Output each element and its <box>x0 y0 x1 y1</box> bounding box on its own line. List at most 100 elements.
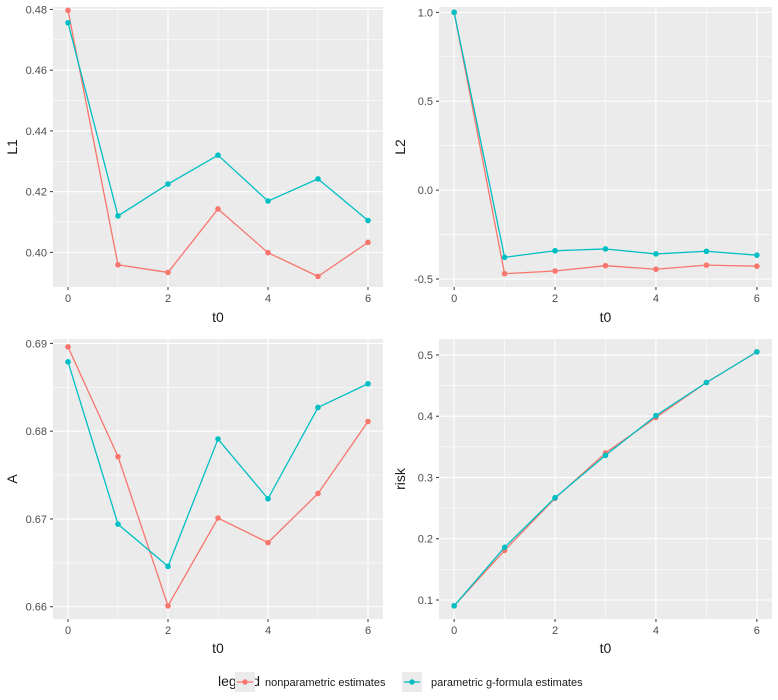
x-tick-label: 2 <box>552 625 558 637</box>
data-point-nonparametric <box>65 7 71 14</box>
x-tick-label: 0 <box>451 293 457 305</box>
y-tick-label: 0.42 <box>26 187 47 199</box>
data-point-nonparametric <box>115 453 121 460</box>
data-point-parametric <box>215 436 221 442</box>
y-tick-label: 0.67 <box>26 514 47 526</box>
x-axis-title: t0 <box>212 309 224 325</box>
data-point-parametric <box>65 19 71 26</box>
data-point-parametric <box>451 9 457 16</box>
y-axis-title: A <box>4 474 20 484</box>
y-tick-label: 0.2 <box>418 534 433 546</box>
x-axis-title: t0 <box>600 309 612 325</box>
x-tick-label: 2 <box>165 293 171 305</box>
y-axis-title: L2 <box>392 139 408 155</box>
y-tick-label: 1.0 <box>418 7 433 19</box>
x-tick-label: 6 <box>365 293 371 305</box>
data-point-parametric <box>653 251 659 257</box>
data-point-parametric <box>501 254 508 261</box>
x-tick-label: 2 <box>165 625 171 637</box>
data-point-nonparametric <box>315 273 321 280</box>
y-tick-label: 0.46 <box>26 65 47 77</box>
panel-risk: 0 2 4 6 0.1 0.2 0.3 0.4 0.5 t0 risk <box>392 339 772 656</box>
y-tick-label: 0.0 <box>418 185 433 197</box>
y-tick-label: 0.4 <box>418 411 433 423</box>
data-point-nonparametric <box>115 262 121 268</box>
data-point-parametric <box>265 495 271 502</box>
legend-key-point <box>242 679 248 685</box>
data-point-nonparametric <box>315 490 321 497</box>
y-tick-label: 0.68 <box>26 426 47 438</box>
x-tick-label: 6 <box>365 625 371 637</box>
data-point-parametric <box>602 246 609 252</box>
data-point-parametric <box>365 380 371 387</box>
x-tick-label: 4 <box>653 625 659 637</box>
y-tick-label: -0.5 <box>414 274 433 286</box>
data-point-parametric <box>165 563 171 570</box>
panel-l1: 0 2 4 6 0.40 0.42 0.44 0.46 0.48 t0 L1 <box>4 4 383 325</box>
data-point-nonparametric <box>165 603 171 609</box>
legend: legend nonparametric estimates parametri… <box>218 672 583 692</box>
y-axis-title: L1 <box>4 139 20 155</box>
y-axis-title: risk <box>392 467 408 490</box>
data-point-nonparametric <box>215 515 221 521</box>
legend-key-parametric <box>402 672 422 692</box>
data-point-parametric <box>602 452 609 459</box>
data-point-parametric <box>754 252 760 258</box>
y-tick-label: 0.48 <box>26 4 47 16</box>
y-tick-label: 0.1 <box>418 595 433 607</box>
y-tick-label: 0.5 <box>418 350 433 362</box>
x-axis-title: t0 <box>600 640 612 656</box>
data-point-parametric <box>315 404 321 411</box>
y-tick-label: 0.69 <box>26 338 47 350</box>
panel-a: 0 2 4 6 0.66 0.67 0.68 0.69 t0 A <box>4 338 383 656</box>
data-point-nonparametric <box>265 249 271 256</box>
legend-label-parametric: parametric g-formula estimates <box>431 677 583 689</box>
data-point-parametric <box>754 349 760 355</box>
data-point-parametric <box>115 521 121 528</box>
x-tick-label: 4 <box>265 625 271 637</box>
data-point-parametric <box>653 412 659 419</box>
data-point-parametric <box>365 217 371 224</box>
y-tick-label: 0.3 <box>418 472 433 484</box>
x-tick-label: 2 <box>552 293 558 305</box>
legend-label-nonparametric: nonparametric estimates <box>265 677 386 689</box>
data-point-parametric <box>315 176 321 182</box>
data-point-parametric <box>215 152 221 158</box>
data-point-nonparametric <box>65 344 71 350</box>
data-point-nonparametric <box>501 270 508 277</box>
data-point-parametric <box>703 379 710 386</box>
data-point-parametric <box>451 603 457 609</box>
panel-l2: 0 2 4 6 -0.5 0.0 0.5 1.0 t0 L2 <box>392 7 772 325</box>
data-point-parametric <box>165 181 171 187</box>
data-point-parametric <box>552 247 558 254</box>
y-tick-label: 0.5 <box>418 96 433 108</box>
data-point-nonparametric <box>703 262 710 268</box>
data-point-nonparametric <box>552 268 558 274</box>
data-point-nonparametric <box>365 239 371 246</box>
x-axis-title: t0 <box>212 640 224 656</box>
data-point-nonparametric <box>265 539 271 546</box>
data-point-nonparametric <box>653 266 659 273</box>
x-tick-label: 0 <box>65 293 71 305</box>
data-point-nonparametric <box>365 418 371 425</box>
x-tick-label: 6 <box>754 625 760 637</box>
data-point-nonparametric <box>754 263 760 270</box>
x-tick-label: 4 <box>653 293 659 305</box>
data-point-nonparametric <box>165 269 171 276</box>
data-point-parametric <box>703 248 710 255</box>
data-point-parametric <box>552 494 558 501</box>
data-point-parametric <box>265 198 271 204</box>
data-point-nonparametric <box>602 262 609 269</box>
y-tick-label: 0.40 <box>26 247 47 259</box>
x-tick-label: 0 <box>451 625 457 637</box>
legend-key-nonparametric <box>235 672 255 692</box>
legend-key-point <box>409 679 415 685</box>
y-tick-label: 0.44 <box>26 126 47 138</box>
data-point-nonparametric <box>215 206 221 212</box>
y-tick-label: 0.66 <box>26 602 47 614</box>
x-tick-label: 0 <box>65 625 71 637</box>
data-point-parametric <box>65 359 71 365</box>
x-tick-label: 6 <box>754 293 760 305</box>
